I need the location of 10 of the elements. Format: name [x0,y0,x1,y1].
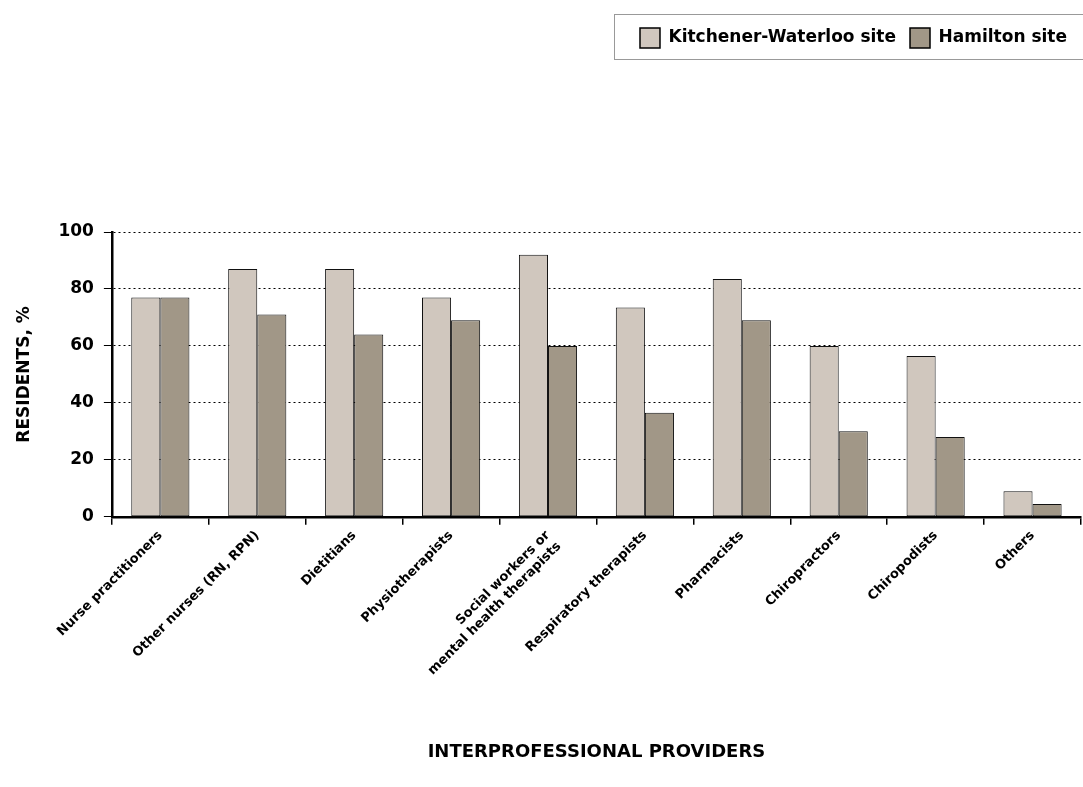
legend-label: Hamilton site [938,26,1067,47]
y-tick-label: 0 [82,505,95,526]
y-tick-label: 40 [70,391,95,412]
y-tick-label: 100 [58,220,95,241]
y-tick-label: 20 [70,448,95,469]
y-tick-label: 80 [70,277,95,298]
legend-label: Kitchener-Waterloo site [668,26,897,47]
x-axis-title: INTERPROFESSIONAL PROVIDERS [427,739,766,761]
y-tick-label: 60 [70,334,95,355]
y-axis-title: RESIDENTS, % [12,306,33,443]
